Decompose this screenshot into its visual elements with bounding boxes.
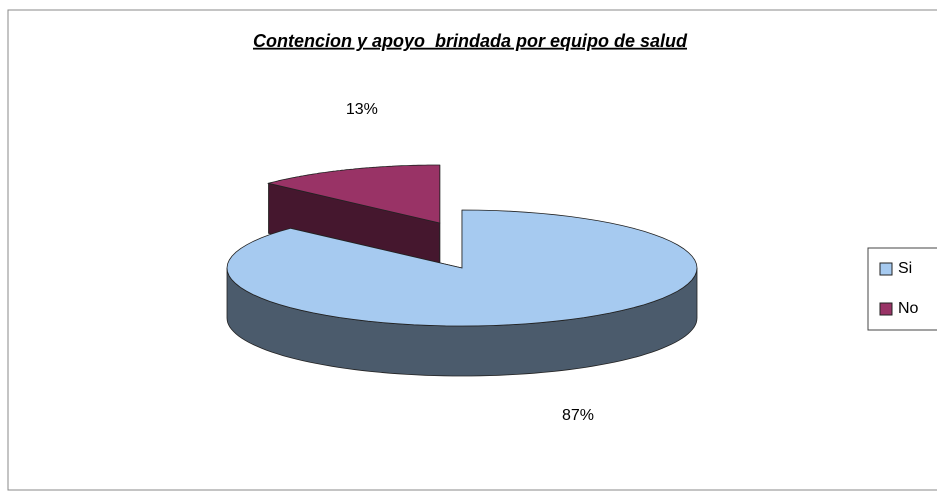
- legend-swatch: [879, 302, 893, 316]
- legend-swatch: [879, 262, 893, 276]
- chart-title: Contencion y apoyo brindada por equipo d…: [253, 31, 688, 51]
- legend-frame: [867, 247, 937, 331]
- data-label: 13%: [346, 101, 378, 118]
- legend-label: No: [898, 300, 919, 317]
- slice: [266, 164, 441, 224]
- slice: [226, 209, 698, 327]
- data-label: 87%: [562, 407, 594, 424]
- legend-label: Si: [898, 260, 912, 277]
